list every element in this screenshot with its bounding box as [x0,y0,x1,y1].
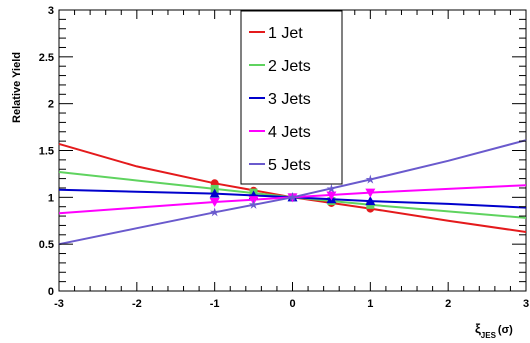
x-tick-label: 3 [523,298,529,310]
y-tick-label: 1.5 [39,146,54,158]
x-tick-label: 2 [445,298,451,310]
y-tick-label: 2 [48,99,54,111]
x-axis-unit: (σ) [498,324,513,336]
data-point [209,198,220,208]
y-tick-label: 0.5 [39,239,54,251]
legend: 1 Jet 2 Jets 3 Jets 4 Jets 5 Jets [240,10,343,185]
data-point [209,207,220,217]
x-tick-label: -2 [132,298,142,310]
data-point [326,191,337,201]
y-axis-title: Relative Yield [11,52,23,123]
legend-entry-label: 5 Jets [268,157,311,174]
tick-labels: 0 0.5 1 1.5 2 2.5 3 -3 -2 -1 0 1 2 3 [39,5,529,310]
y-tick-label: 0 [48,286,54,298]
axes-layer [58,9,527,292]
x-tick-label: 1 [367,298,373,310]
data-point [326,183,337,193]
data-point [365,196,376,206]
series-layer [58,139,527,246]
data-point [365,174,376,184]
x-axis-subscript: JES [481,331,497,340]
x-axis-title: ξJES (σ) [475,321,513,340]
x-tick-label: -1 [210,298,220,310]
y-tick-label: 1 [48,192,54,204]
legend-entry-label: 1 Jet [268,25,303,42]
legend-entry-label: 2 Jets [268,58,311,75]
data-point [248,199,259,209]
x-axis-symbol: ξ [475,321,481,336]
data-point [209,188,220,198]
legend-entry-label: 3 Jets [268,91,311,108]
data-point [365,188,376,198]
y-tick-label: 2.5 [39,52,54,64]
series-5-jets [58,139,527,246]
legend-entry-label: 4 Jets [268,124,311,141]
y-tick-label: 3 [48,5,54,17]
x-tick-label: 0 [289,298,295,310]
data-point [287,192,298,202]
x-tick-label: -3 [54,298,64,310]
